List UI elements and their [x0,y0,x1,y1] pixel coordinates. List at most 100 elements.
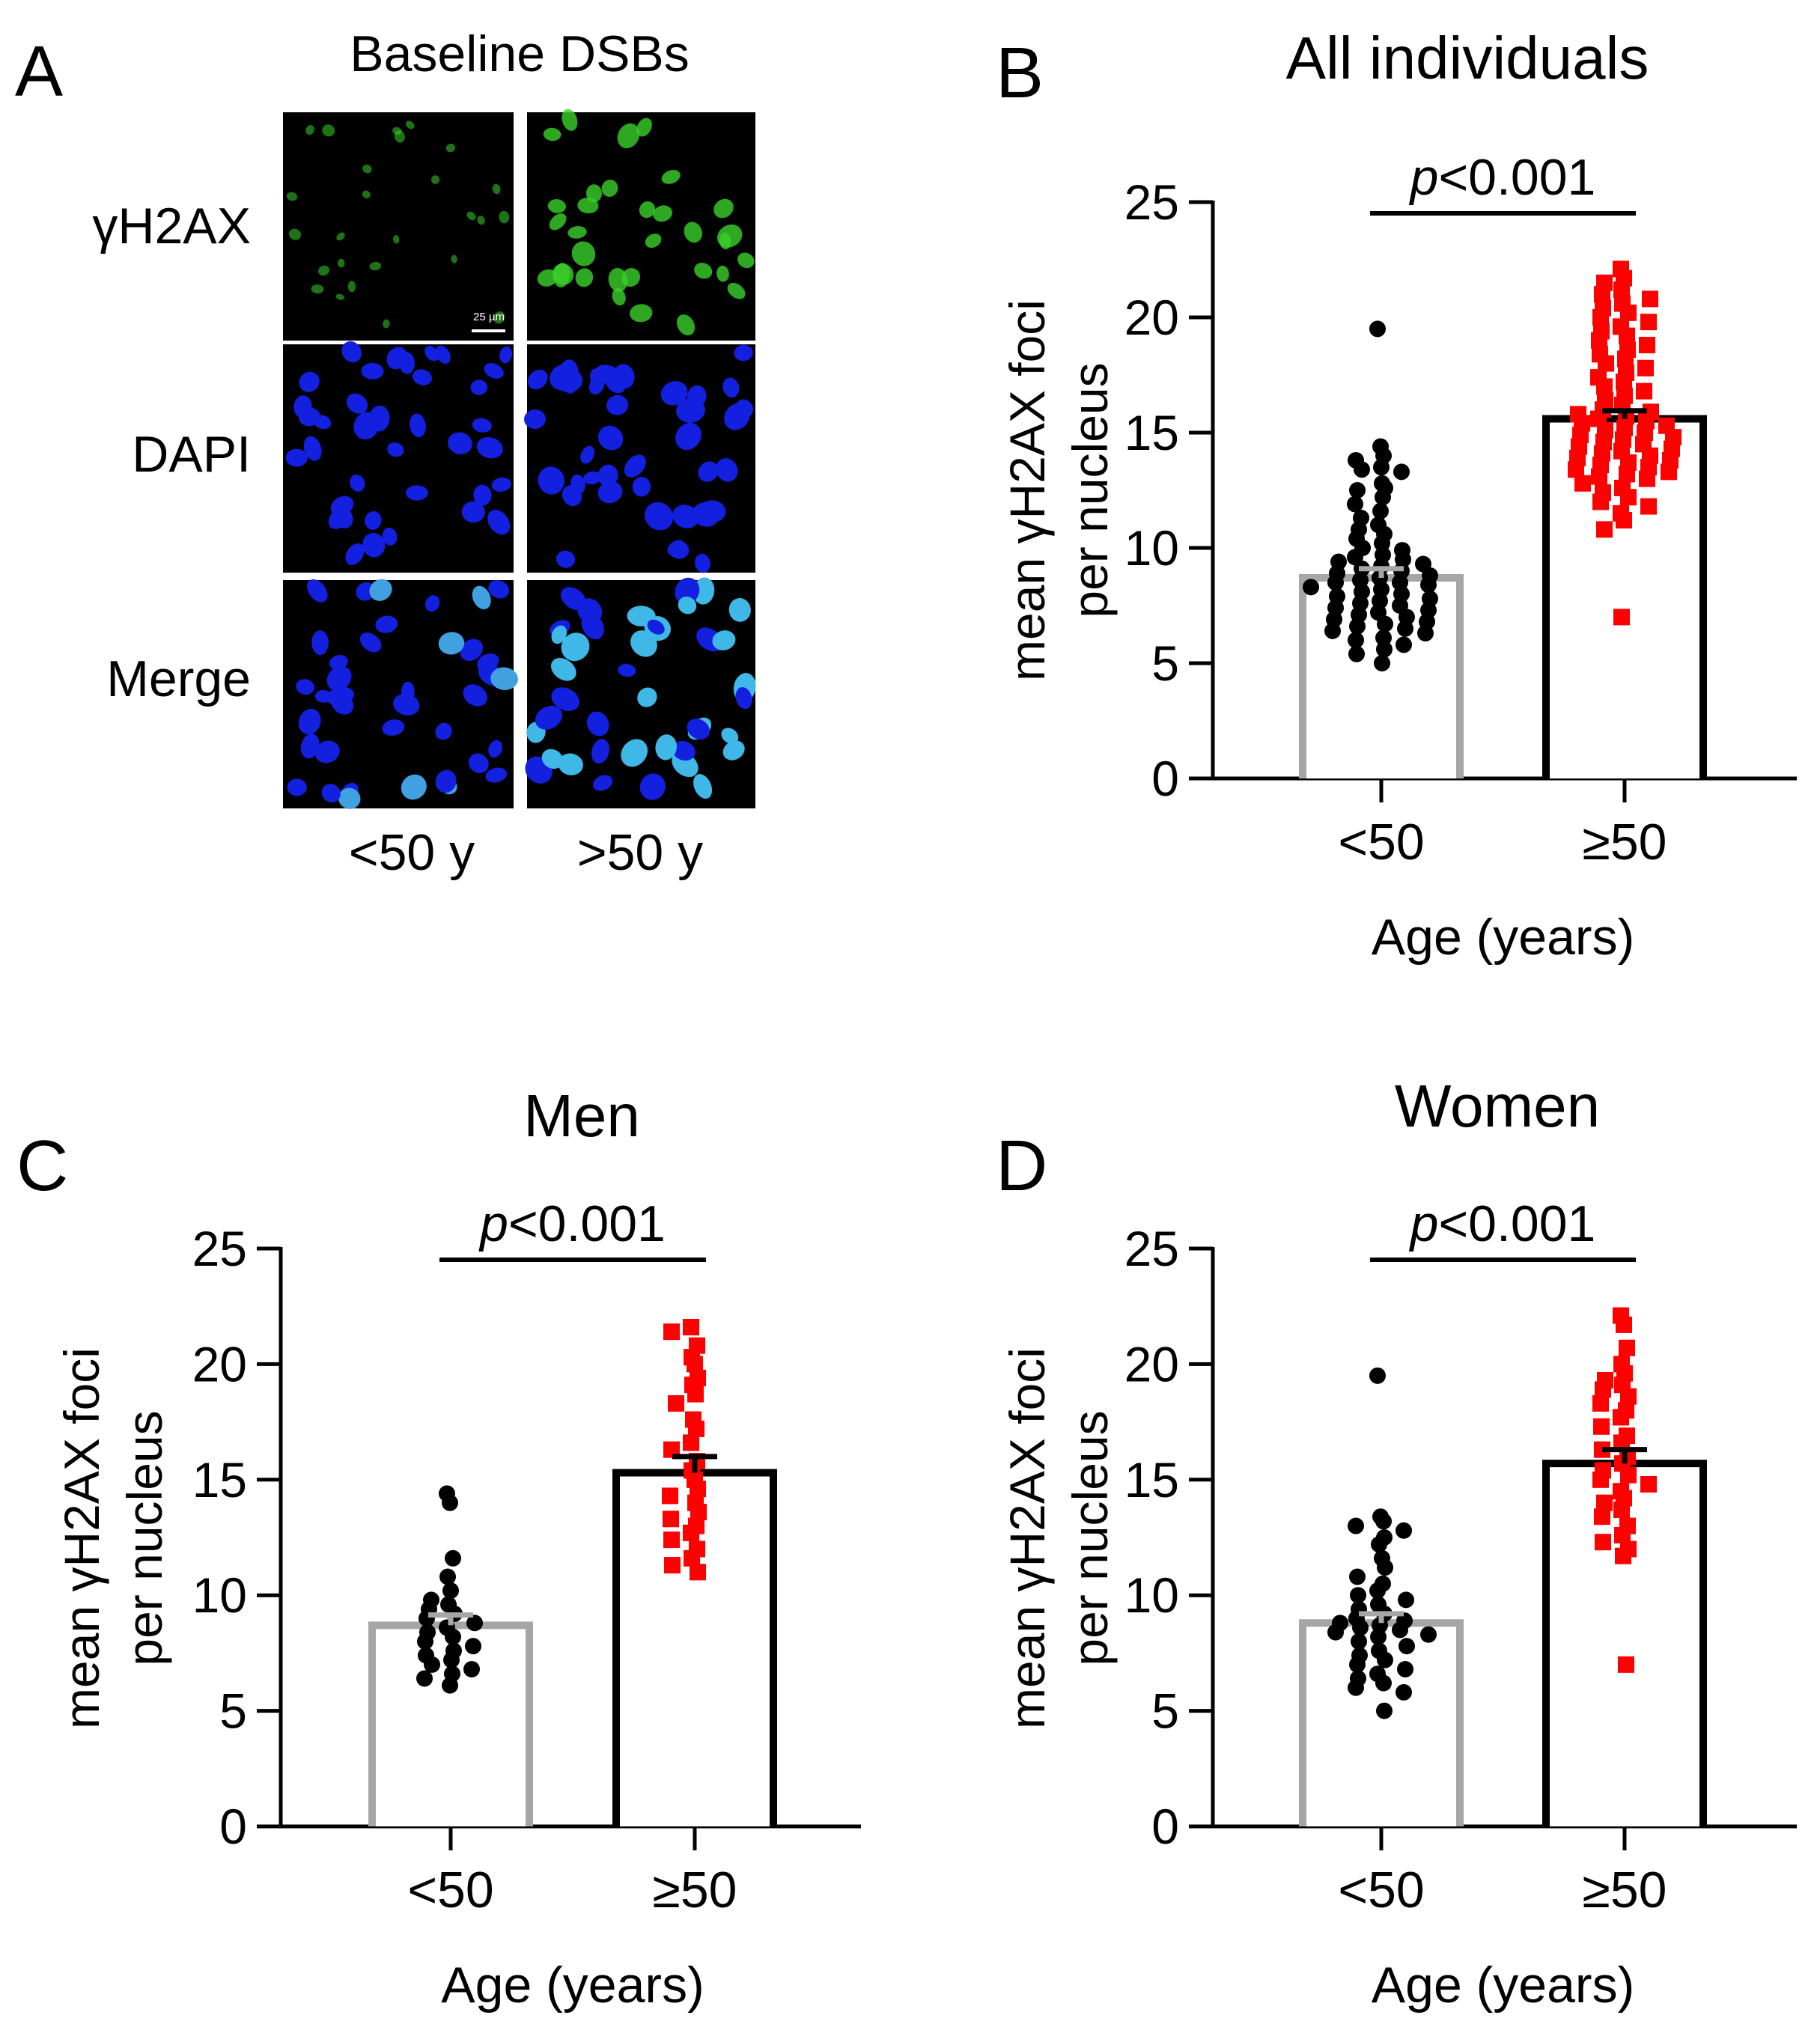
data-point [1349,618,1366,635]
nucleus [362,164,372,174]
p-value-italic: p [1409,149,1439,206]
nucleus [491,477,511,493]
data-point [1397,620,1413,637]
data-point [1614,1526,1631,1543]
data-point [668,1395,684,1412]
nucleus [601,179,618,198]
col-label-young: <50 y [349,824,475,881]
data-point [465,1638,481,1655]
nucleus [413,369,432,385]
nucleus [716,265,729,282]
nucleus [329,654,348,670]
x-axis-label: Age (years) [441,1957,704,2014]
nucleus [728,598,751,622]
data-point [1591,332,1607,349]
data-point [1637,359,1654,377]
y-tick-label: 25 [192,1221,247,1276]
nucleus [345,543,365,565]
nucleus [307,579,328,603]
nucleus [537,269,558,287]
data-point [1595,1534,1611,1551]
nucleus [375,615,398,633]
data-point [1639,336,1655,353]
data-point [1642,290,1658,308]
data-point [1393,463,1410,481]
nucleus [639,773,666,800]
y-tick-label: 25 [1124,1221,1179,1276]
x-tick-label: ≥50 [1583,1862,1667,1918]
nucleus [645,502,674,531]
nucleus [487,509,511,535]
nucleus [477,653,499,671]
data-point [1348,632,1364,649]
x-tick-label: <50 [1338,1862,1424,1918]
y-tick-label: 10 [1124,520,1179,576]
y-tick-label: 0 [1151,1799,1179,1854]
nucleus [286,192,298,201]
nucleus [561,633,590,662]
y-tick-label: 15 [1124,1452,1179,1508]
nucleus [632,477,651,497]
data-point [663,1531,680,1549]
nucleus [347,281,356,293]
data-point [1616,374,1632,391]
nucleus [567,226,587,239]
nucleus [330,496,354,516]
nucleus [460,638,484,662]
data-point [1327,1624,1344,1641]
data-point [1396,1683,1412,1701]
x-tick-label: ≥50 [653,1862,737,1918]
nucleus [359,633,382,653]
y-axis-label-line: per nucleus [1062,362,1118,618]
data-point [1349,1568,1366,1585]
nucleus [302,372,320,388]
nucleus [737,252,755,269]
data-point [1376,641,1393,658]
nucleus [547,199,566,213]
data-point [1349,1656,1366,1673]
nucleus [575,268,594,287]
data-point [1591,468,1607,485]
nucleus [561,109,578,131]
nucleus [336,232,345,241]
data-point [1324,622,1341,639]
nucleus [463,684,487,707]
data-point [1596,1494,1613,1511]
data-point [1396,1522,1412,1539]
data-point [466,1615,483,1632]
nucleus [448,432,472,454]
y-axis-label-line: per nucleus [117,1410,172,1665]
nucleus [722,377,740,398]
nucleus [405,121,415,129]
data-point [1574,475,1591,492]
data-point [664,1557,681,1574]
data-point [1373,459,1390,476]
data-point [1372,502,1389,519]
data-point [1303,579,1319,596]
nucleus [461,501,485,523]
nucleus [393,693,420,716]
p-value-text: <0.001 [508,1195,666,1252]
nucleus [551,625,567,644]
y-tick-label: 10 [192,1567,247,1623]
data-point [424,1656,440,1673]
y-axis-label-line: per nucleus [1062,1410,1118,1665]
y-axis-label: mean γH2AX foci per nucleus [999,299,1118,681]
x-tick-label: <50 [1338,814,1424,871]
data-point [1348,1517,1364,1534]
data-point [1420,1626,1437,1643]
nucleus [624,454,646,478]
data-point [1398,1591,1414,1609]
data-point [1351,1633,1367,1650]
nucleus [630,304,653,323]
data-point [1396,636,1412,653]
data-point [1370,1628,1387,1645]
nucleus [551,687,579,711]
data-point [1596,521,1613,538]
panel-a: A Baseline DSBs γH2AX DAPI Merge 25 µm <… [15,25,756,881]
nucleus [341,341,362,363]
nucleus [613,364,635,389]
x-tick-label: <50 [407,1862,493,1918]
nuclei-layer [285,109,756,809]
